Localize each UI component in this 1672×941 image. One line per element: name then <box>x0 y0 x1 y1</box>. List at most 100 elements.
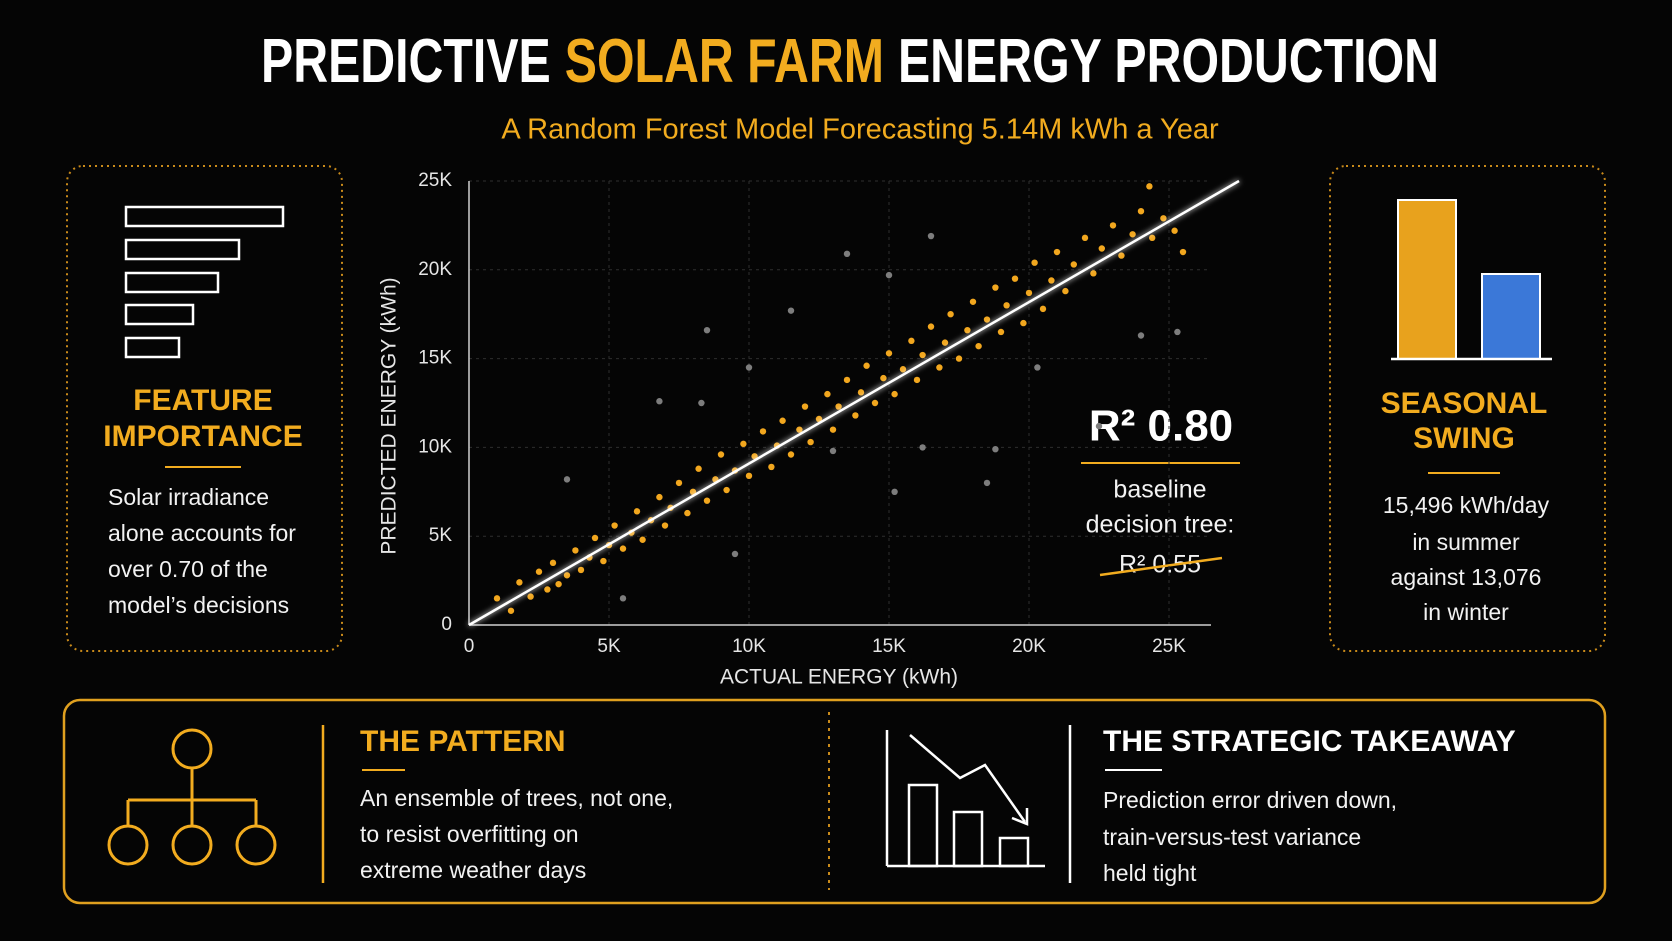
point <box>787 307 795 314</box>
point <box>698 399 705 407</box>
point <box>527 593 534 600</box>
point <box>1137 332 1145 339</box>
point <box>717 451 725 458</box>
point <box>689 488 697 495</box>
point <box>768 463 775 471</box>
point <box>591 534 599 542</box>
point <box>1062 287 1069 295</box>
point <box>703 326 711 334</box>
point <box>1003 302 1010 309</box>
season-icon <box>1391 199 1552 361</box>
x-tick-label: 5K <box>597 636 621 657</box>
point <box>1081 234 1089 242</box>
baseline-r2: R² 0.55 <box>1119 551 1201 579</box>
point <box>619 595 627 602</box>
panel-heading: FEATURE <box>133 384 272 417</box>
point <box>863 362 870 369</box>
x-tick-label: 15K <box>872 636 906 657</box>
r2-label: R² 0.80 <box>1089 402 1233 451</box>
point <box>936 364 943 371</box>
y-tick-label: 0 <box>441 614 452 635</box>
point <box>577 566 585 574</box>
point <box>787 451 795 458</box>
panel-text: in winter <box>1423 599 1509 625</box>
x-tick-label: 20K <box>1012 636 1046 657</box>
point <box>801 403 809 410</box>
title-part: PREDICTIVE <box>261 27 551 96</box>
point <box>885 350 893 357</box>
x-tick-label: 10K <box>732 636 766 657</box>
card-text: train-versus-test variance <box>1103 824 1361 850</box>
point <box>1171 227 1178 234</box>
point <box>807 438 814 446</box>
point <box>740 440 747 448</box>
point <box>1053 248 1061 256</box>
point <box>563 572 571 579</box>
point <box>992 284 999 291</box>
chart-icon <box>885 730 1045 868</box>
point <box>975 342 982 350</box>
point <box>1118 252 1125 259</box>
y-tick-label: 5K <box>429 525 453 546</box>
y-tick-label: 20K <box>418 259 452 280</box>
title-part: ENERGY PRODUCTION <box>898 27 1439 96</box>
point <box>983 479 991 487</box>
point <box>656 493 663 501</box>
panel-text: alone accounts for <box>108 520 296 546</box>
point <box>1179 248 1187 256</box>
point <box>759 428 767 435</box>
title-part: SOLAR FARM <box>565 27 884 96</box>
panel-heading: IMPORTANCE <box>103 420 302 453</box>
point <box>919 351 926 359</box>
point <box>1174 328 1181 336</box>
card-text: An ensemble of trees, not one, <box>360 785 673 811</box>
point <box>885 271 893 279</box>
point <box>703 497 711 504</box>
panel-heading: SEASONAL <box>1381 387 1548 420</box>
panel-heading: SWING <box>1413 422 1515 455</box>
point <box>927 232 935 240</box>
point <box>843 250 851 258</box>
point <box>745 364 753 371</box>
point <box>913 376 921 384</box>
point <box>656 398 663 405</box>
point <box>611 522 618 529</box>
point <box>1039 305 1047 313</box>
point <box>899 366 907 373</box>
x-tick-label: 0 <box>464 636 475 657</box>
point <box>600 557 607 565</box>
card-text: to resist overfitting on <box>360 821 579 847</box>
card-heading: THE STRATEGIC TAKEAWAY <box>1103 725 1516 758</box>
point <box>675 479 683 487</box>
panel-text: Solar irradiance <box>108 484 269 510</box>
strike <box>1099 556 1223 577</box>
point <box>549 559 557 567</box>
point <box>1095 422 1103 430</box>
point <box>843 376 851 384</box>
card-text: Prediction error driven down, <box>1103 787 1397 813</box>
point <box>969 298 977 305</box>
panel <box>1329 165 1606 652</box>
point <box>835 403 842 410</box>
point <box>964 326 971 334</box>
point <box>516 579 523 586</box>
point <box>619 545 627 552</box>
point <box>829 447 837 455</box>
card-heading: THE PATTERN <box>360 725 566 758</box>
point <box>927 323 935 330</box>
card-text: held tight <box>1103 860 1197 886</box>
card-text: extreme weather days <box>360 857 586 883</box>
plot: 0 5K 10K 15K 20K 25K 0 5K 10K 15K 20K 25K <box>418 170 1240 657</box>
point <box>555 580 562 588</box>
point <box>1146 183 1153 190</box>
point <box>493 595 501 602</box>
point <box>852 412 859 419</box>
y-tick-label: 10K <box>418 436 452 457</box>
y-axis-label: PREDICTED ENERGY (kWh) <box>378 277 401 554</box>
point <box>955 355 963 362</box>
baseline-label: baseline <box>1113 476 1206 504</box>
point <box>992 445 999 453</box>
panel-text: 15,496 kWh/day <box>1383 492 1550 518</box>
point <box>997 328 1005 336</box>
point <box>639 536 646 543</box>
